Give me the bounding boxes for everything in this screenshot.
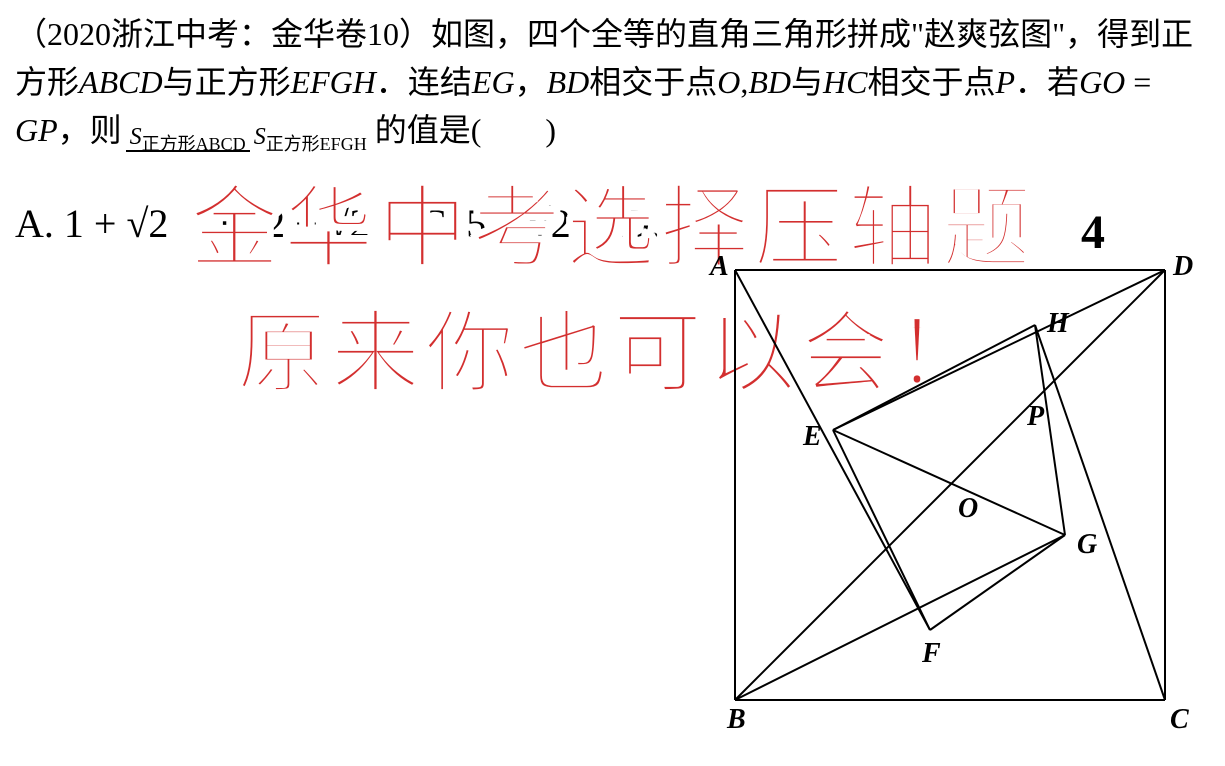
efgh: EFGH — [291, 64, 376, 100]
point-label-p: P — [1027, 401, 1044, 433]
area-fraction: S正方形ABCDS正方形EFGH — [126, 115, 371, 151]
problem-text-8: ．若 — [1015, 64, 1079, 100]
problem-text-7: 相交于点 — [867, 64, 995, 100]
go: GO — [1079, 64, 1125, 100]
point-label-g: G — [1077, 529, 1097, 561]
problem-text-6: 与 — [791, 64, 823, 100]
point-label-h: H — [1047, 308, 1069, 340]
gp: GP — [15, 112, 58, 148]
equals: = — [1125, 64, 1151, 100]
bd2: BD — [748, 64, 791, 100]
abcd: ABCD — [79, 64, 163, 100]
problem-text-4: 相交于点 — [589, 64, 717, 100]
problem-source: （2020浙江中考：金华卷10） — [15, 16, 431, 52]
bd: BD — [547, 64, 590, 100]
point-label-a: A — [710, 251, 729, 283]
point-label-e: E — [803, 421, 822, 453]
point-label-d: D — [1173, 251, 1193, 283]
point-label-c: C — [1170, 704, 1189, 736]
geometry-diagram: ADBCEFGHOP — [685, 250, 1165, 750]
problem-text-2: 与正方形 — [163, 64, 291, 100]
problem-statement: （2020浙江中考：金华卷10）如图，四个全等的直角三角形拼成"赵爽弦图"，得到… — [15, 10, 1210, 158]
comma-1: ， — [515, 64, 547, 100]
point-o: O — [717, 64, 740, 100]
point-label-f: F — [922, 638, 941, 670]
geometry-svg — [685, 250, 1205, 750]
problem-text-3: ．连结 — [376, 64, 472, 100]
hc: HC — [823, 64, 867, 100]
point-label-o: O — [958, 493, 978, 525]
eg: EG — [472, 64, 515, 100]
problem-text-10: 的值是( ) — [375, 112, 556, 148]
point-p: P — [996, 64, 1016, 100]
point-label-b: B — [727, 704, 746, 736]
problem-text-9: ，则 — [58, 112, 122, 148]
